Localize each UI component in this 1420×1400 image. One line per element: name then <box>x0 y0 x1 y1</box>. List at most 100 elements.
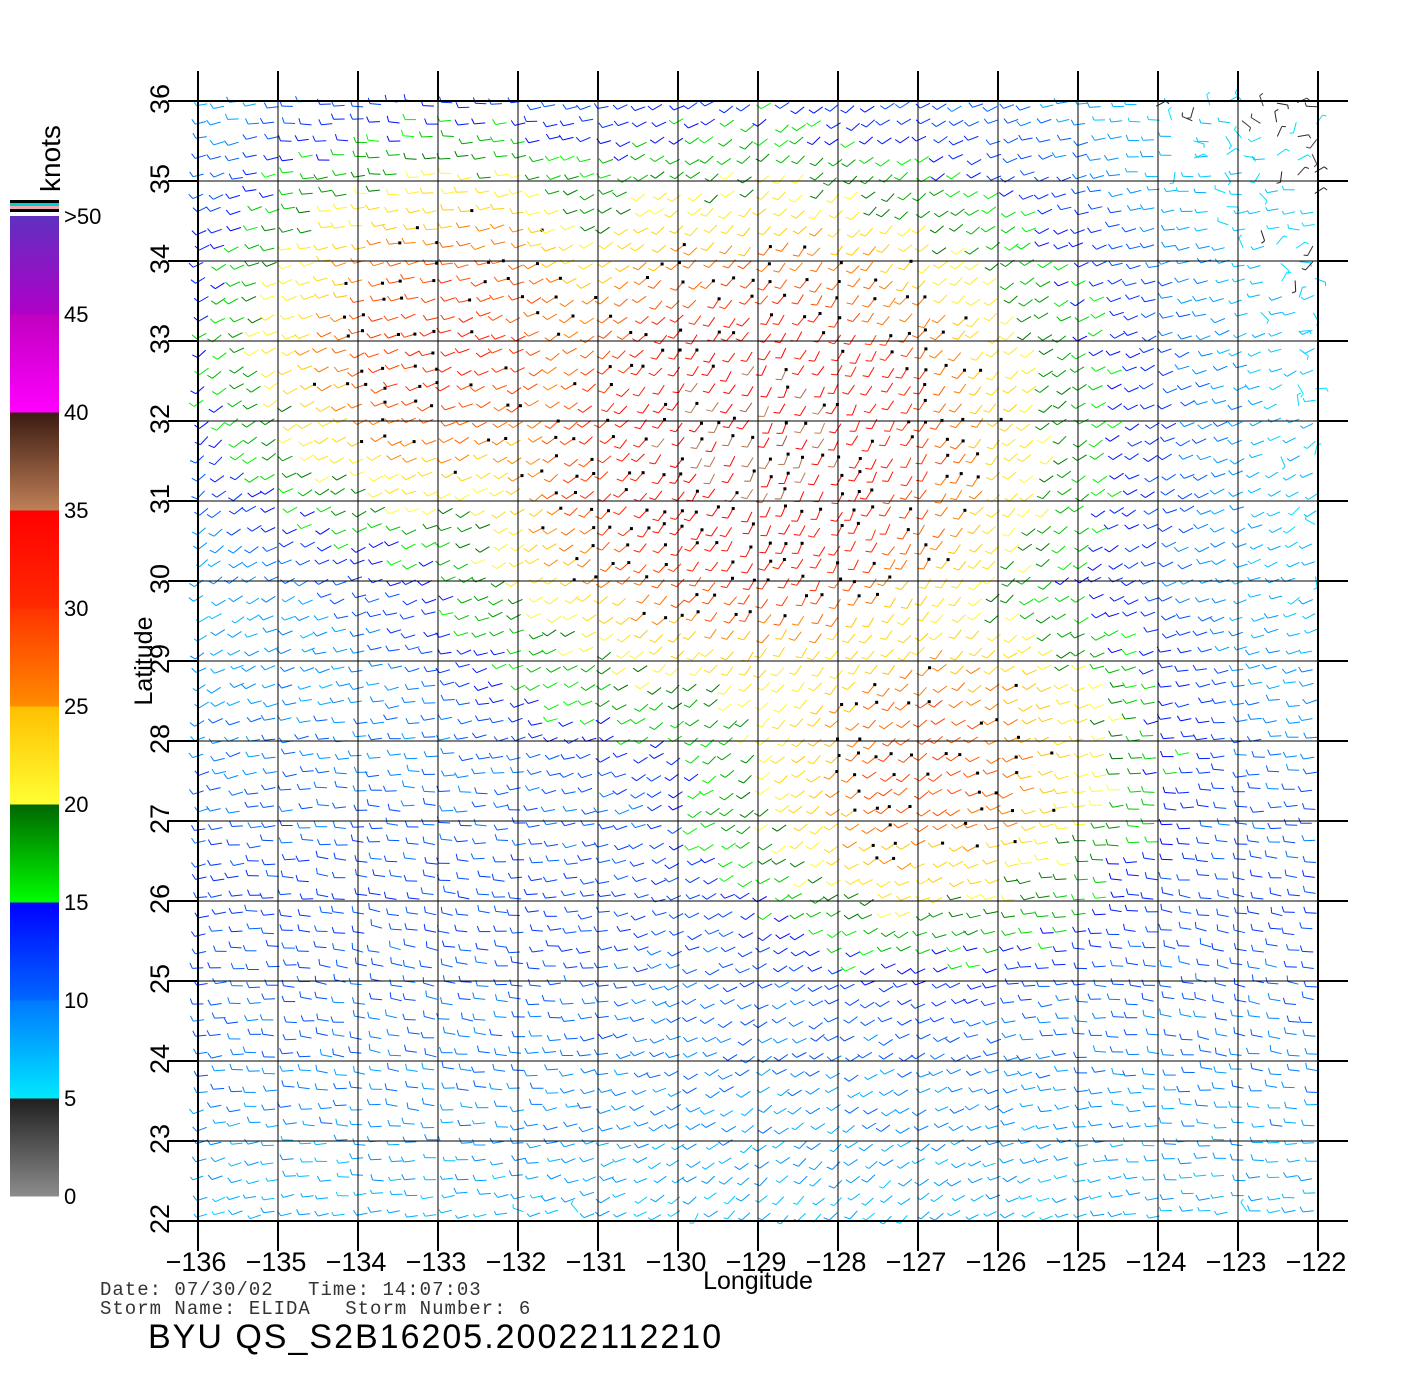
wind-barb-feather <box>506 804 510 810</box>
wind-barb-feather <box>1089 663 1094 670</box>
wind-barb <box>354 1071 366 1075</box>
wind-barb-feather <box>1140 683 1146 689</box>
wind-barb-feather <box>594 1211 600 1217</box>
wind-barb <box>211 827 223 831</box>
wind-barb-feather <box>365 681 369 686</box>
wind-barb-feather <box>489 1161 493 1166</box>
wind-barb <box>844 1035 855 1042</box>
wind-barb-feather <box>225 1106 230 1112</box>
wind-barb-feather <box>984 619 991 624</box>
wind-barb <box>1160 717 1172 720</box>
wind-barb-feather <box>1232 852 1236 859</box>
wind-barb <box>920 1033 931 1040</box>
wind-barb-feather <box>210 875 214 881</box>
wind-barb-feather <box>651 1146 656 1150</box>
wind-barb <box>388 1143 400 1146</box>
wind-barb-feather <box>1158 1206 1162 1211</box>
wind-barb-feather <box>421 768 425 775</box>
wind-barb <box>1303 1142 1315 1144</box>
wind-barb <box>302 1195 314 1198</box>
wind-barb-feather <box>1211 597 1216 604</box>
wind-barb-feather <box>667 1201 672 1205</box>
wind-barb-feather <box>793 1145 800 1149</box>
wind-barb <box>492 755 504 759</box>
wind-barb <box>1113 563 1123 570</box>
wind-barb-feather <box>862 571 869 574</box>
wind-barb <box>635 983 646 987</box>
wind-barb <box>1251 1068 1263 1072</box>
wind-barb-feather <box>455 1082 459 1090</box>
wind-barb-feather <box>525 752 531 759</box>
wind-barb-feather <box>422 836 425 843</box>
wind-barb <box>971 630 980 640</box>
wind-barb <box>853 559 859 570</box>
wind-barb-feather <box>189 1108 194 1115</box>
wind-barb-feather <box>1109 681 1114 688</box>
wind-barb <box>740 791 751 800</box>
wind-barb-feather <box>1194 991 1196 998</box>
wind-barb-feather <box>791 1053 797 1058</box>
wind-barb <box>493 879 505 882</box>
wind-barb <box>986 968 997 974</box>
wind-barb-feather <box>1141 786 1144 793</box>
wind-barb-feather <box>1230 1191 1234 1196</box>
wind-barb-feather <box>651 621 658 626</box>
wind-barb <box>388 1210 400 1214</box>
wind-barb <box>1301 669 1313 673</box>
wind-barb <box>597 1142 609 1147</box>
wind-barb <box>371 998 383 1001</box>
wind-barb-feather <box>1127 1087 1131 1094</box>
wind-barb-feather <box>1215 577 1220 584</box>
wind-barb-feather <box>686 860 692 866</box>
wind-barb-feather <box>752 1023 759 1029</box>
wind-barb-feather <box>681 1000 687 1005</box>
wind-barb <box>1254 827 1266 830</box>
wind-barb <box>545 896 557 899</box>
wind-barb-feather <box>425 941 428 948</box>
rain-flag-dot <box>766 578 770 582</box>
wind-barbs-layer <box>188 89 1329 1225</box>
wind-barb-feather <box>983 1213 987 1217</box>
wind-barb-feather <box>352 785 356 792</box>
wind-barb-feather <box>1249 869 1252 876</box>
wind-barb <box>969 914 981 919</box>
wind-barb <box>456 962 468 965</box>
wind-barb-feather <box>421 697 425 704</box>
wind-barb-feather <box>263 576 269 582</box>
wind-barb <box>1235 948 1247 952</box>
wind-barb-feather <box>857 1054 863 1059</box>
wind-barb-feather <box>1087 993 1091 1000</box>
wind-barb-feather <box>559 1049 563 1056</box>
wind-barb-feather <box>704 1071 710 1077</box>
wind-barb <box>1213 755 1225 759</box>
wind-barb-feather <box>366 611 371 617</box>
wind-barb <box>562 1073 574 1077</box>
wind-barb <box>1055 1198 1067 1203</box>
wind-barb <box>264 1108 276 1111</box>
wind-barb-feather <box>734 723 741 728</box>
wind-barb <box>475 1179 487 1182</box>
wind-barb-feather <box>652 669 659 673</box>
wind-barb <box>546 822 558 826</box>
wind-barb <box>990 1038 1002 1044</box>
wind-barb <box>388 649 400 652</box>
wind-barb-feather <box>353 766 357 773</box>
wind-barb <box>336 1139 348 1141</box>
wind-barb-feather <box>809 863 816 868</box>
wind-barb <box>670 1196 681 1205</box>
wind-barb-feather <box>261 1028 264 1035</box>
wind-barb-feather <box>894 688 901 692</box>
wind-barb <box>920 1192 930 1201</box>
wind-barb <box>1270 827 1282 830</box>
wind-barb-feather <box>805 845 812 850</box>
wind-barb-feather <box>668 845 674 851</box>
wind-barb <box>368 804 380 808</box>
wind-barb <box>232 545 243 554</box>
wind-barb <box>868 791 878 800</box>
wind-barb <box>1003 1158 1014 1164</box>
wind-barb <box>635 717 646 725</box>
wind-barb <box>1290 596 1300 605</box>
wind-barb-feather <box>441 1194 445 1199</box>
wind-barb <box>1002 792 1014 799</box>
wind-barb <box>880 881 891 888</box>
